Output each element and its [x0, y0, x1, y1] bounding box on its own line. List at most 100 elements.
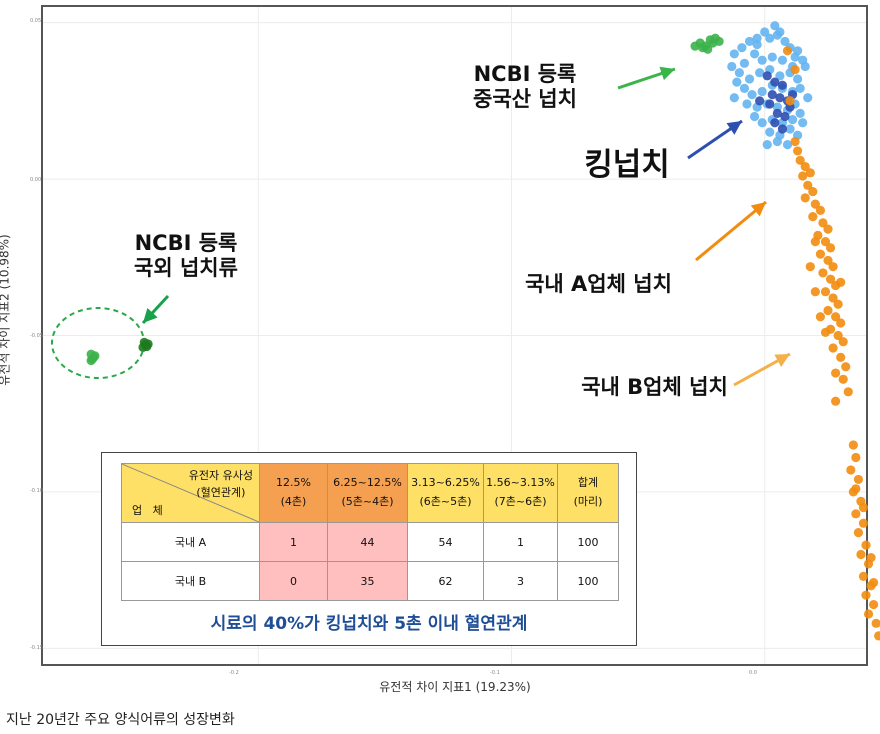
annotation-ncbi-foreign: NCBI 등록 국외 넙치류 — [134, 231, 238, 280]
data-point — [836, 318, 846, 328]
data-point — [858, 518, 869, 528]
table-cell: 35 — [327, 561, 408, 601]
data-point — [755, 96, 765, 106]
data-point — [793, 74, 803, 84]
data-point — [762, 140, 772, 150]
data-point — [805, 168, 815, 178]
data-point — [836, 277, 846, 287]
data-point — [856, 549, 866, 560]
data-point — [782, 46, 793, 56]
data-point — [851, 484, 861, 494]
data-point — [785, 124, 795, 134]
data-point — [790, 136, 800, 147]
data-point — [831, 368, 841, 378]
kinship-table: 유전자 유사성 (혈연관계) 업 체 12.5% (4촌) 6.25~12.5%… — [121, 463, 619, 601]
x-tick-label: -0.1 — [490, 670, 500, 676]
table-cell: 54 — [407, 522, 484, 562]
y-tick-label: -0.10 — [30, 488, 43, 494]
data-point — [770, 21, 780, 31]
data-point — [853, 528, 864, 538]
data-point — [833, 299, 843, 309]
data-point — [777, 124, 788, 134]
data-point — [820, 327, 831, 337]
data-point — [732, 77, 742, 87]
data-point — [820, 287, 831, 297]
data-point — [815, 249, 826, 259]
data-point — [853, 474, 864, 485]
data-point — [793, 146, 803, 156]
data-point — [770, 118, 780, 128]
data-point — [777, 80, 788, 90]
data-point — [841, 362, 851, 372]
data-point — [825, 274, 836, 284]
data-point — [848, 440, 858, 450]
data-point — [765, 99, 775, 109]
annotation-domestic-b: 국내 B업체 넙치 — [581, 375, 728, 399]
data-point — [823, 224, 833, 234]
data-point — [785, 96, 795, 106]
data-point — [777, 55, 788, 65]
corner-top-label: 유전자 유사성 (혈연관계) — [188, 469, 253, 499]
data-point — [803, 93, 813, 103]
data-point — [734, 68, 744, 78]
data-point — [831, 396, 841, 406]
data-point — [775, 71, 785, 81]
data-point — [861, 540, 871, 550]
data-point — [765, 127, 775, 137]
data-point — [795, 108, 805, 118]
data-point — [846, 465, 856, 475]
data-point — [795, 155, 805, 165]
data-point — [858, 571, 869, 582]
data-point — [818, 218, 828, 228]
data-point — [831, 312, 841, 322]
table-header-cell: 3.13~6.25% (6촌~5촌) — [407, 463, 484, 523]
data-point — [800, 161, 810, 172]
data-point — [833, 330, 843, 341]
data-point — [828, 262, 838, 272]
data-point — [798, 118, 808, 128]
table-cell: 100 — [557, 561, 619, 601]
table-row-label: 국내 A — [121, 522, 260, 562]
data-point — [782, 140, 793, 150]
table-cell: 0 — [259, 561, 328, 601]
data-point — [803, 180, 813, 190]
data-point — [810, 199, 820, 209]
annotation-arrow — [141, 294, 170, 325]
data-point — [755, 68, 765, 78]
y-tick-label: 0.00 — [30, 177, 42, 183]
data-point — [787, 115, 798, 125]
y-tick-label: -0.15 — [30, 645, 43, 651]
data-point — [780, 111, 790, 122]
table-row: 국내 B 0 35 62 3 100 — [121, 561, 619, 601]
data-point — [747, 90, 757, 100]
data-point — [775, 27, 785, 37]
data-point — [698, 43, 708, 53]
data-point — [871, 618, 880, 628]
plot-area — [41, 5, 868, 666]
table-row: 국내 A 1 44 54 1 100 — [121, 522, 619, 562]
table-header-cell: 합계 (마리) — [557, 463, 619, 523]
data-point — [767, 52, 777, 62]
x-tick-label: 0.0 — [749, 670, 757, 676]
data-point — [749, 111, 760, 122]
data-point — [800, 193, 810, 203]
data-point — [808, 212, 818, 222]
data-point — [744, 36, 755, 47]
table-cell: 1 — [259, 522, 328, 562]
annotation-arrow — [695, 200, 767, 262]
data-point — [874, 631, 880, 641]
data-point — [810, 237, 820, 247]
x-axis-label: 유전적 차이 지표1 (19.23%) — [379, 680, 531, 694]
data-point — [823, 255, 833, 266]
table-header-cell: 6.25~12.5% (5촌~4촌) — [327, 463, 408, 523]
table-header-cell: 1.56~3.13% (7촌~6촌) — [483, 463, 558, 523]
data-point — [858, 502, 869, 513]
data-point — [808, 186, 818, 197]
data-point — [861, 590, 871, 600]
data-point — [775, 93, 785, 103]
inset-note: 시료의 40%가 킹넙치와 5촌 이내 혈연관계 — [210, 614, 528, 634]
data-point — [825, 243, 836, 253]
annotation-arrow — [733, 352, 791, 387]
data-point — [770, 77, 780, 87]
data-point — [772, 136, 782, 147]
